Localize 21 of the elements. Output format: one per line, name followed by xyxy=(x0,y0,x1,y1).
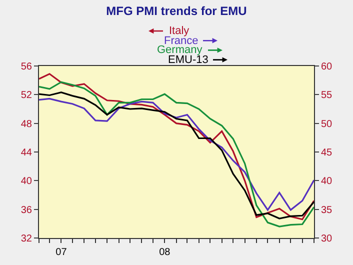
y-tick-label: 36 xyxy=(20,204,32,216)
y2-tick-label: 40 xyxy=(321,176,333,188)
y-tick-label: 40 xyxy=(20,176,32,188)
x-tick-label: 07 xyxy=(56,247,68,258)
y2-tick-label: 50 xyxy=(321,118,333,130)
legend-label: France xyxy=(164,35,198,47)
y2-tick-label: 30 xyxy=(321,234,333,244)
text: Italy xyxy=(169,25,190,37)
y-tick-label: 56 xyxy=(20,62,32,72)
y2-tick-label: 60 xyxy=(321,62,333,72)
y2-tick-label: 45 xyxy=(321,148,333,158)
x-tick-label: 08 xyxy=(159,247,171,258)
legend-label: Germany xyxy=(157,44,203,56)
y-tick-label: 52 xyxy=(20,90,32,102)
y2-tick-label: 35 xyxy=(321,204,333,216)
y-tick-label: 48 xyxy=(20,118,32,130)
y2-tick-label: 55 xyxy=(321,90,333,102)
legend-label: EMU-13 xyxy=(168,54,208,66)
y-tick-label: 32 xyxy=(20,234,32,244)
chart-title: MFG PMI trends for EMU xyxy=(106,4,247,18)
y-tick-label: 44 xyxy=(20,148,32,158)
